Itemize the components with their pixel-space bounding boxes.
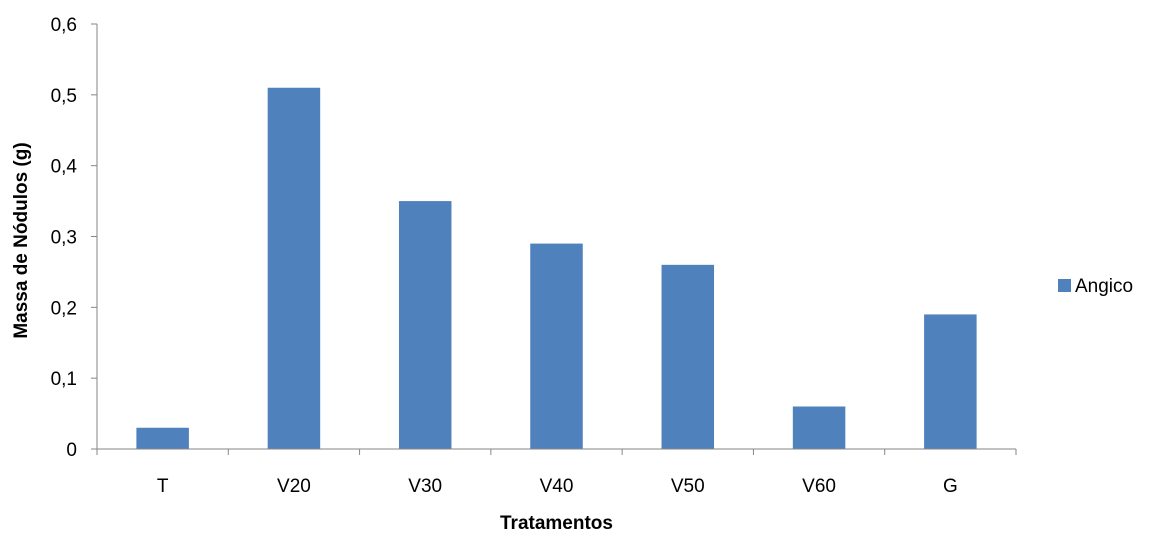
bar-series: [136, 87, 977, 449]
y-tick-label: 0,4: [51, 157, 78, 178]
bar-v30: [398, 201, 452, 449]
bar-g: [924, 314, 977, 449]
bar-t: [136, 427, 189, 449]
legend-swatch-angico: [1058, 279, 1071, 292]
x-tick-label-v40: V40: [540, 476, 574, 497]
y-axis-ticks: 0 0,1 0,2 0,3 0,4 0,5 0,6: [51, 15, 97, 461]
bar-v50: [661, 264, 715, 449]
y-tick-label: 0,6: [51, 15, 77, 36]
legend-label-angico: Angico: [1075, 276, 1133, 297]
y-tick-label: 0,5: [51, 86, 77, 107]
y-tick-label: 0,1: [51, 369, 77, 390]
bar-v40: [530, 243, 583, 449]
x-tick-label-v60: V60: [802, 476, 836, 497]
y-tick-label: 0,3: [51, 228, 77, 249]
bar-v20: [267, 87, 321, 449]
y-axis-title: Massa de Nódulos (g): [11, 142, 32, 338]
y-tick-label: 0: [66, 440, 77, 461]
x-axis-ticks: T V20 V30 V40 V50 V60 G: [96, 449, 1017, 497]
bar-v60: [792, 406, 846, 449]
x-tick-label-v30: V30: [408, 476, 442, 497]
x-tick-label-t: T: [157, 476, 169, 497]
y-tick-label: 0,2: [51, 298, 77, 319]
x-tick-label-v20: V20: [277, 476, 311, 497]
x-tick-label-v50: V50: [671, 476, 705, 497]
x-axis-title: Tratamentos: [500, 513, 613, 534]
legend: Angico: [1058, 276, 1133, 297]
x-tick-label-g: G: [943, 476, 958, 497]
